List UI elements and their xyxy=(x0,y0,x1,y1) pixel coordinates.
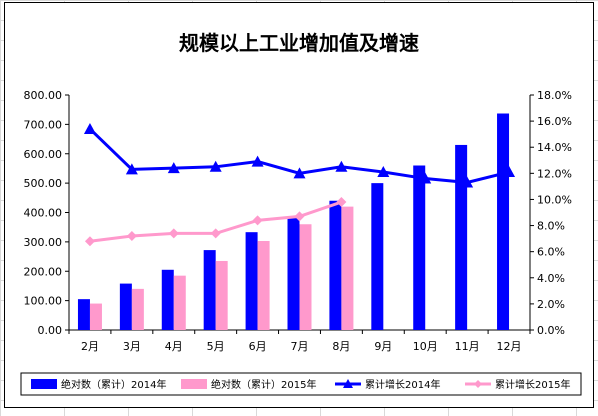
diamond-marker xyxy=(210,228,221,239)
x-axis-tick-label: 4月 xyxy=(165,340,183,353)
x-axis-tick-label: 3月 xyxy=(123,340,141,353)
triangle-marker xyxy=(419,172,432,184)
bar-2015 xyxy=(173,275,186,330)
bar-2014 xyxy=(245,232,258,330)
x-axis-tick-label: 6月 xyxy=(249,340,267,353)
right-axis-tick-label: 10.0% xyxy=(537,193,572,206)
right-axis-tick-label: 4.0% xyxy=(537,272,565,285)
triangle-marker xyxy=(251,155,264,167)
x-axis-tick-label: 2月 xyxy=(81,340,99,353)
x-axis-tick-label: 12月 xyxy=(497,340,522,353)
legend-box xyxy=(20,372,582,396)
diamond-marker xyxy=(168,228,179,239)
right-axis-tick-label: 0.0% xyxy=(537,324,565,337)
left-axis-tick-label: 700.00 xyxy=(24,118,63,131)
diamond-marker xyxy=(84,236,95,247)
x-axis-tick-label: 8月 xyxy=(332,340,350,353)
bar-2014 xyxy=(371,183,384,330)
legend-swatch-bar xyxy=(31,379,57,389)
triangle-marker xyxy=(335,160,348,172)
right-axis-tick-label: 16.0% xyxy=(537,115,572,128)
bar-2015 xyxy=(299,224,312,330)
legend-swatch-bar xyxy=(181,379,207,389)
legend-label: 累计增长2014年 xyxy=(365,378,440,391)
bar-2015 xyxy=(89,303,102,330)
chart-area[interactable]: 规模以上工业增加值及增速 0.00 100.00 200.00 300.00 400.0… xyxy=(4,2,594,408)
bar-2015 xyxy=(257,240,270,330)
right-axis-tick-label: 18.0% xyxy=(537,89,572,102)
left-axis-tick-label: 500.00 xyxy=(24,177,63,190)
diamond-marker xyxy=(126,231,137,241)
x-axis-tick-label: 7月 xyxy=(291,340,309,353)
legend-diamond-marker xyxy=(474,380,482,388)
triangle-marker xyxy=(377,166,390,178)
bar-2014 xyxy=(413,165,426,330)
bar-2014 xyxy=(77,299,90,330)
bar-2015 xyxy=(341,206,354,330)
right-axis-tick-label: 12.0% xyxy=(537,167,572,180)
bar-2015 xyxy=(215,260,228,330)
right-axis-tick-label: 14.0% xyxy=(537,141,572,154)
left-axis-tick-label: 300.00 xyxy=(24,236,63,249)
diamond-marker xyxy=(294,211,305,222)
triangle-marker xyxy=(125,163,138,175)
bar-2014 xyxy=(161,269,174,330)
triangle-marker xyxy=(503,166,516,178)
bar-2014 xyxy=(119,283,132,330)
right-axis-tick-label: 6.0% xyxy=(537,246,565,259)
right-axis-tick-label: 2.0% xyxy=(537,298,565,311)
triangle-marker xyxy=(209,160,222,172)
triangle-marker xyxy=(167,162,180,174)
x-axis-tick-label: 11月 xyxy=(455,340,480,353)
left-axis-tick-label: 0.00 xyxy=(38,324,63,337)
left-axis-tick-label: 200.00 xyxy=(24,265,63,278)
diamond-marker xyxy=(336,197,347,208)
triangle-marker xyxy=(461,176,474,188)
left-axis-tick-label: 600.00 xyxy=(24,148,63,161)
combo-chart: 0.00 100.00 200.00 300.00 400.00 500.00 600.00… xyxy=(20,89,582,396)
diamond-marker xyxy=(252,215,263,226)
legend-triangle-marker xyxy=(343,379,353,388)
chart-title: 规模以上工业增加值及增速 xyxy=(179,31,419,55)
x-axis-tick-label: 10月 xyxy=(413,340,438,353)
bar-2014 xyxy=(287,217,300,330)
left-axis-tick-label: 800.00 xyxy=(24,89,63,102)
triangle-marker xyxy=(293,167,306,179)
left-axis-tick-label: 400.00 xyxy=(24,207,63,220)
legend-label: 绝对数（累计）2015年 xyxy=(211,378,316,391)
triangle-marker xyxy=(83,122,96,134)
bar-2015 xyxy=(131,288,144,330)
left-axis-tick-label: 100.00 xyxy=(24,295,63,308)
bar-2014 xyxy=(497,113,510,330)
x-axis-tick-label: 9月 xyxy=(374,340,392,353)
bar-2014 xyxy=(455,144,468,330)
right-axis-tick-label: 8.0% xyxy=(537,220,565,233)
bar-2014 xyxy=(329,200,342,330)
bar-2014 xyxy=(203,250,216,330)
x-axis-tick-label: 5月 xyxy=(207,340,225,353)
legend-label: 绝对数（累计）2014年 xyxy=(61,378,166,391)
legend-label: 累计增长2015年 xyxy=(495,378,570,391)
